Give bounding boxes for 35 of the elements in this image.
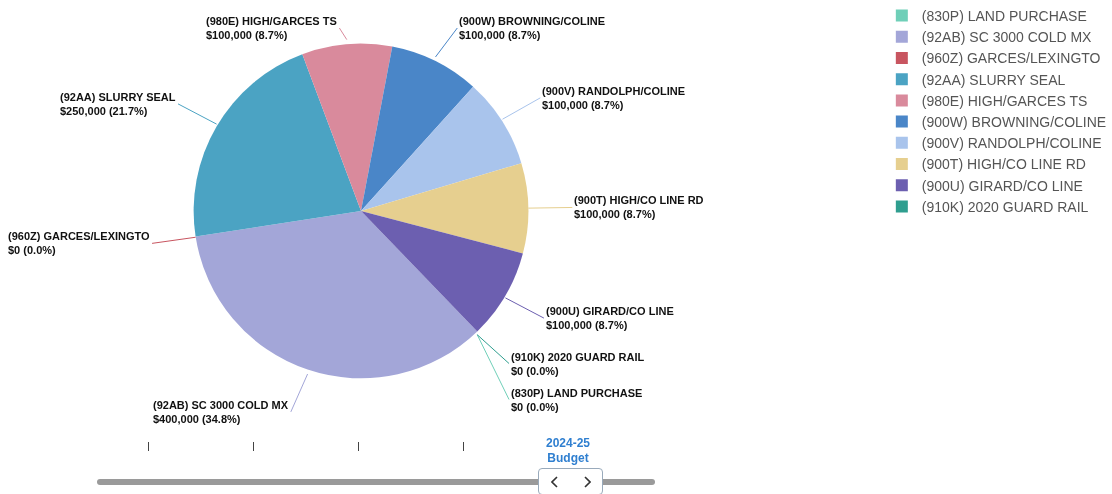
category-label: (910K) 2020 GUARD RAIL <box>511 351 645 363</box>
slice-label: (980E) HIGH/GARCES TS <box>206 15 337 27</box>
data-label: $100,000 (8.7%) <box>459 29 541 42</box>
text: $0 (0.0%) <box>511 401 559 414</box>
legend-label: (900T) HIGH/CO LINE RD <box>921 156 1086 173</box>
pie-slice <box>360 46 474 211</box>
text: $0 (0.0%) <box>511 365 559 378</box>
data-label: $100,000 (8.7%) <box>206 29 288 42</box>
slice-label: (900U) GIRARD/CO LINE <box>546 305 674 317</box>
data-label: $400,000 (34.8%) <box>153 413 241 426</box>
category-label: (960Z) GARCES/LEXINGTO <box>8 230 150 242</box>
slice-label: (900W) BROWNING/COLINE <box>459 15 606 27</box>
legend-label: (900V) RANDOLPH/COLINE <box>921 135 1102 152</box>
slice-label: (92AA) SLURRY SEAL <box>60 91 176 103</box>
legend-label: (830P) LAND PURCHASE <box>921 8 1087 25</box>
data-label: $100,000 (8.7%) <box>574 208 656 221</box>
legend-label: (960Z) GARCES/LEXINGTO <box>921 50 1101 67</box>
data-label: $100,000 (8.7%) <box>546 319 628 332</box>
pie-slice <box>195 211 478 379</box>
legend-label: (910K) 2020 GUARD RAIL <box>921 198 1089 215</box>
data-label: $250,000 (21.7%) <box>60 105 148 118</box>
legend-label: (900W) BROWNING/COLINE <box>921 114 1107 131</box>
category-label: (830P) LAND PURCHASE <box>511 387 643 399</box>
legend-label: (92AA) SLURRY SEAL <box>921 71 1066 88</box>
slice-label: (900T) HIGH/CO LINE RD <box>574 194 704 206</box>
slice-label: (92AB) SC 3000 COLD MX <box>153 399 289 411</box>
legend-label: (900U) GIRARD/CO LINE <box>921 177 1083 194</box>
data-label: $100,000 (8.7%) <box>542 99 624 112</box>
slice-label: (900V) RANDOLPH/COLINE <box>542 85 686 97</box>
text: $0 (0.0%) <box>8 244 56 257</box>
legend-label: (980E) HIGH/GARCES TS <box>921 92 1088 109</box>
pie-slice <box>360 86 522 211</box>
pie-slice <box>302 43 393 211</box>
text: 2024-25 Budget <box>544 436 591 466</box>
legend-label: (92AB) SC 3000 COLD MX <box>921 29 1093 46</box>
